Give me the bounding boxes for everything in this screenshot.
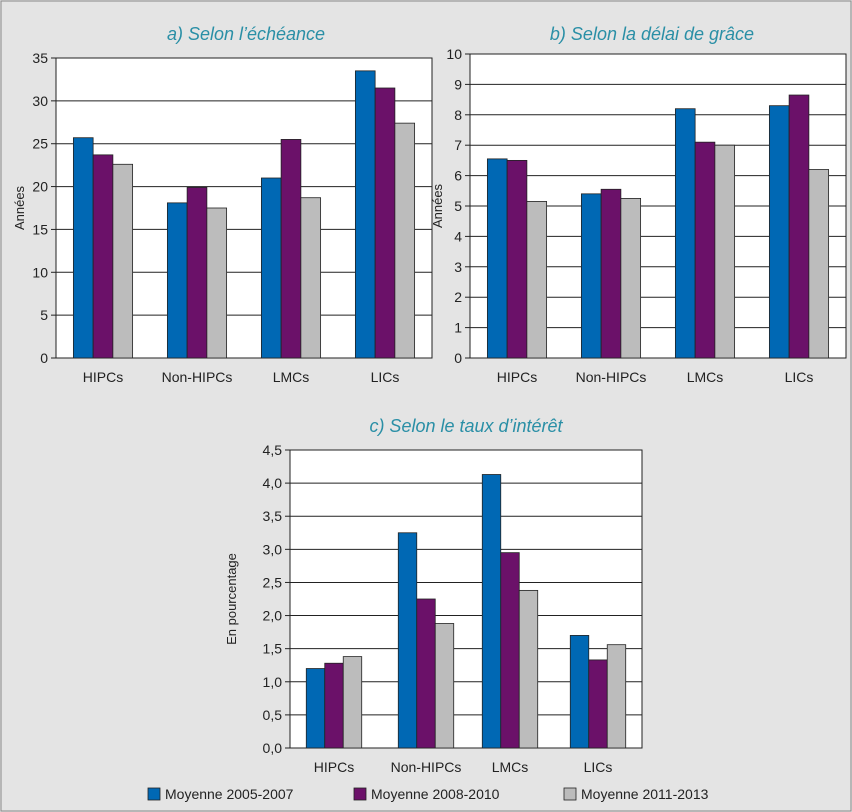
y-axis-label: En pourcentage (224, 553, 239, 645)
bar (694, 141, 716, 359)
x-tick-label: HIPCs (83, 369, 123, 385)
bar (324, 662, 344, 749)
bar (260, 177, 282, 359)
y-tick-label: 10 (32, 264, 48, 280)
y-tick-label: 5 (40, 307, 48, 323)
chart-title: a) Selon l’échéance (167, 24, 325, 44)
x-tick-label: Non-HIPCs (576, 369, 647, 385)
y-tick-label: 1 (454, 320, 462, 336)
y-tick-label: 4 (454, 228, 462, 244)
y-tick-label: 30 (32, 93, 48, 109)
x-tick-label: LICs (785, 369, 814, 385)
bar (714, 144, 736, 359)
bar (354, 70, 376, 359)
y-axis-label: Années (430, 183, 445, 228)
x-tick-label: HIPCs (314, 759, 354, 775)
y-tick-label: 3,0 (263, 541, 283, 557)
chart-2: c) Selon le taux d’intérêt En pourcentage… (224, 416, 643, 775)
bar (305, 668, 326, 749)
legend-swatch (147, 787, 161, 801)
bar (72, 137, 94, 359)
y-tick-label: 2,5 (263, 574, 283, 590)
bar (620, 197, 642, 359)
y-tick-label: 25 (32, 136, 48, 152)
chart-1: b) Selon la délai de grâce Années 0 1 2 3 4 5 6 7… (430, 24, 847, 385)
y-tick-label: 7 (454, 137, 462, 153)
legend-label: Moyenne 2008-2010 (371, 786, 500, 802)
chart-title: c) Selon le taux d’intérêt (369, 416, 563, 436)
y-tick-label: 6 (454, 168, 462, 184)
y-tick-label: 0,0 (263, 740, 283, 756)
x-tick-label: LICs (371, 369, 400, 385)
bar (92, 154, 114, 359)
y-tick-label: 2,0 (263, 608, 283, 624)
bar (481, 474, 502, 749)
bar (606, 644, 627, 749)
y-tick-label: 4,5 (263, 442, 283, 458)
bar (486, 158, 508, 359)
y-tick-label: 0,5 (263, 707, 283, 723)
bar (580, 193, 602, 359)
chart-0: a) Selon l’échéance Années 0 5 10 15 20 25 30 35 H… (12, 24, 433, 385)
bar (506, 159, 528, 359)
legend-label: Moyenne 2011-2013 (581, 786, 709, 802)
x-tick-label: LMCs (492, 759, 529, 775)
y-tick-label: 3 (454, 259, 462, 275)
bar (280, 139, 302, 359)
legend-label: Moyenne 2005-2007 (165, 786, 294, 802)
bar (569, 635, 590, 749)
x-tick-label: Non-HIPCs (391, 759, 462, 775)
y-tick-label: 5 (454, 198, 462, 214)
y-tick-label: 35 (32, 50, 48, 66)
y-tick-label: 0 (454, 350, 462, 366)
legend-swatch (563, 787, 577, 801)
y-axis-label: Années (12, 185, 27, 230)
bar (434, 623, 455, 749)
x-tick-label: LMCs (687, 369, 724, 385)
bar (526, 201, 548, 359)
x-tick-label: HIPCs (497, 369, 537, 385)
bar (518, 589, 539, 749)
bar (300, 197, 322, 359)
bar (166, 202, 188, 359)
y-tick-label: 15 (32, 221, 48, 237)
bar (206, 207, 228, 359)
bar (600, 188, 622, 359)
chart-title: b) Selon la délai de grâce (550, 24, 754, 44)
bar (808, 169, 830, 359)
y-tick-label: 10 (446, 46, 462, 62)
bar (674, 108, 696, 359)
bar (768, 105, 790, 359)
bar (394, 122, 416, 359)
x-tick-label: LICs (584, 759, 613, 775)
legend-swatch (353, 787, 367, 801)
y-tick-label: 20 (32, 179, 48, 195)
x-tick-label: Non-HIPCs (162, 369, 233, 385)
y-tick-label: 2 (454, 289, 462, 305)
y-tick-label: 1,0 (263, 674, 283, 690)
y-tick-label: 3,5 (263, 508, 283, 524)
bar (788, 94, 810, 359)
legend: Moyenne 2005-2007 Moyenne 2008-2010 Moyenn… (147, 786, 709, 802)
bar (342, 656, 363, 749)
y-tick-label: 8 (454, 107, 462, 123)
bar (186, 187, 208, 359)
bar (588, 659, 608, 749)
bar (416, 598, 436, 749)
y-tick-label: 1,5 (263, 641, 283, 657)
bar (374, 87, 396, 359)
y-tick-label: 0 (40, 350, 48, 366)
y-tick-label: 9 (454, 76, 462, 92)
bar (500, 552, 520, 749)
y-tick-label: 4,0 (263, 475, 283, 491)
bar (397, 532, 418, 749)
bar (112, 163, 134, 359)
x-tick-label: LMCs (273, 369, 310, 385)
